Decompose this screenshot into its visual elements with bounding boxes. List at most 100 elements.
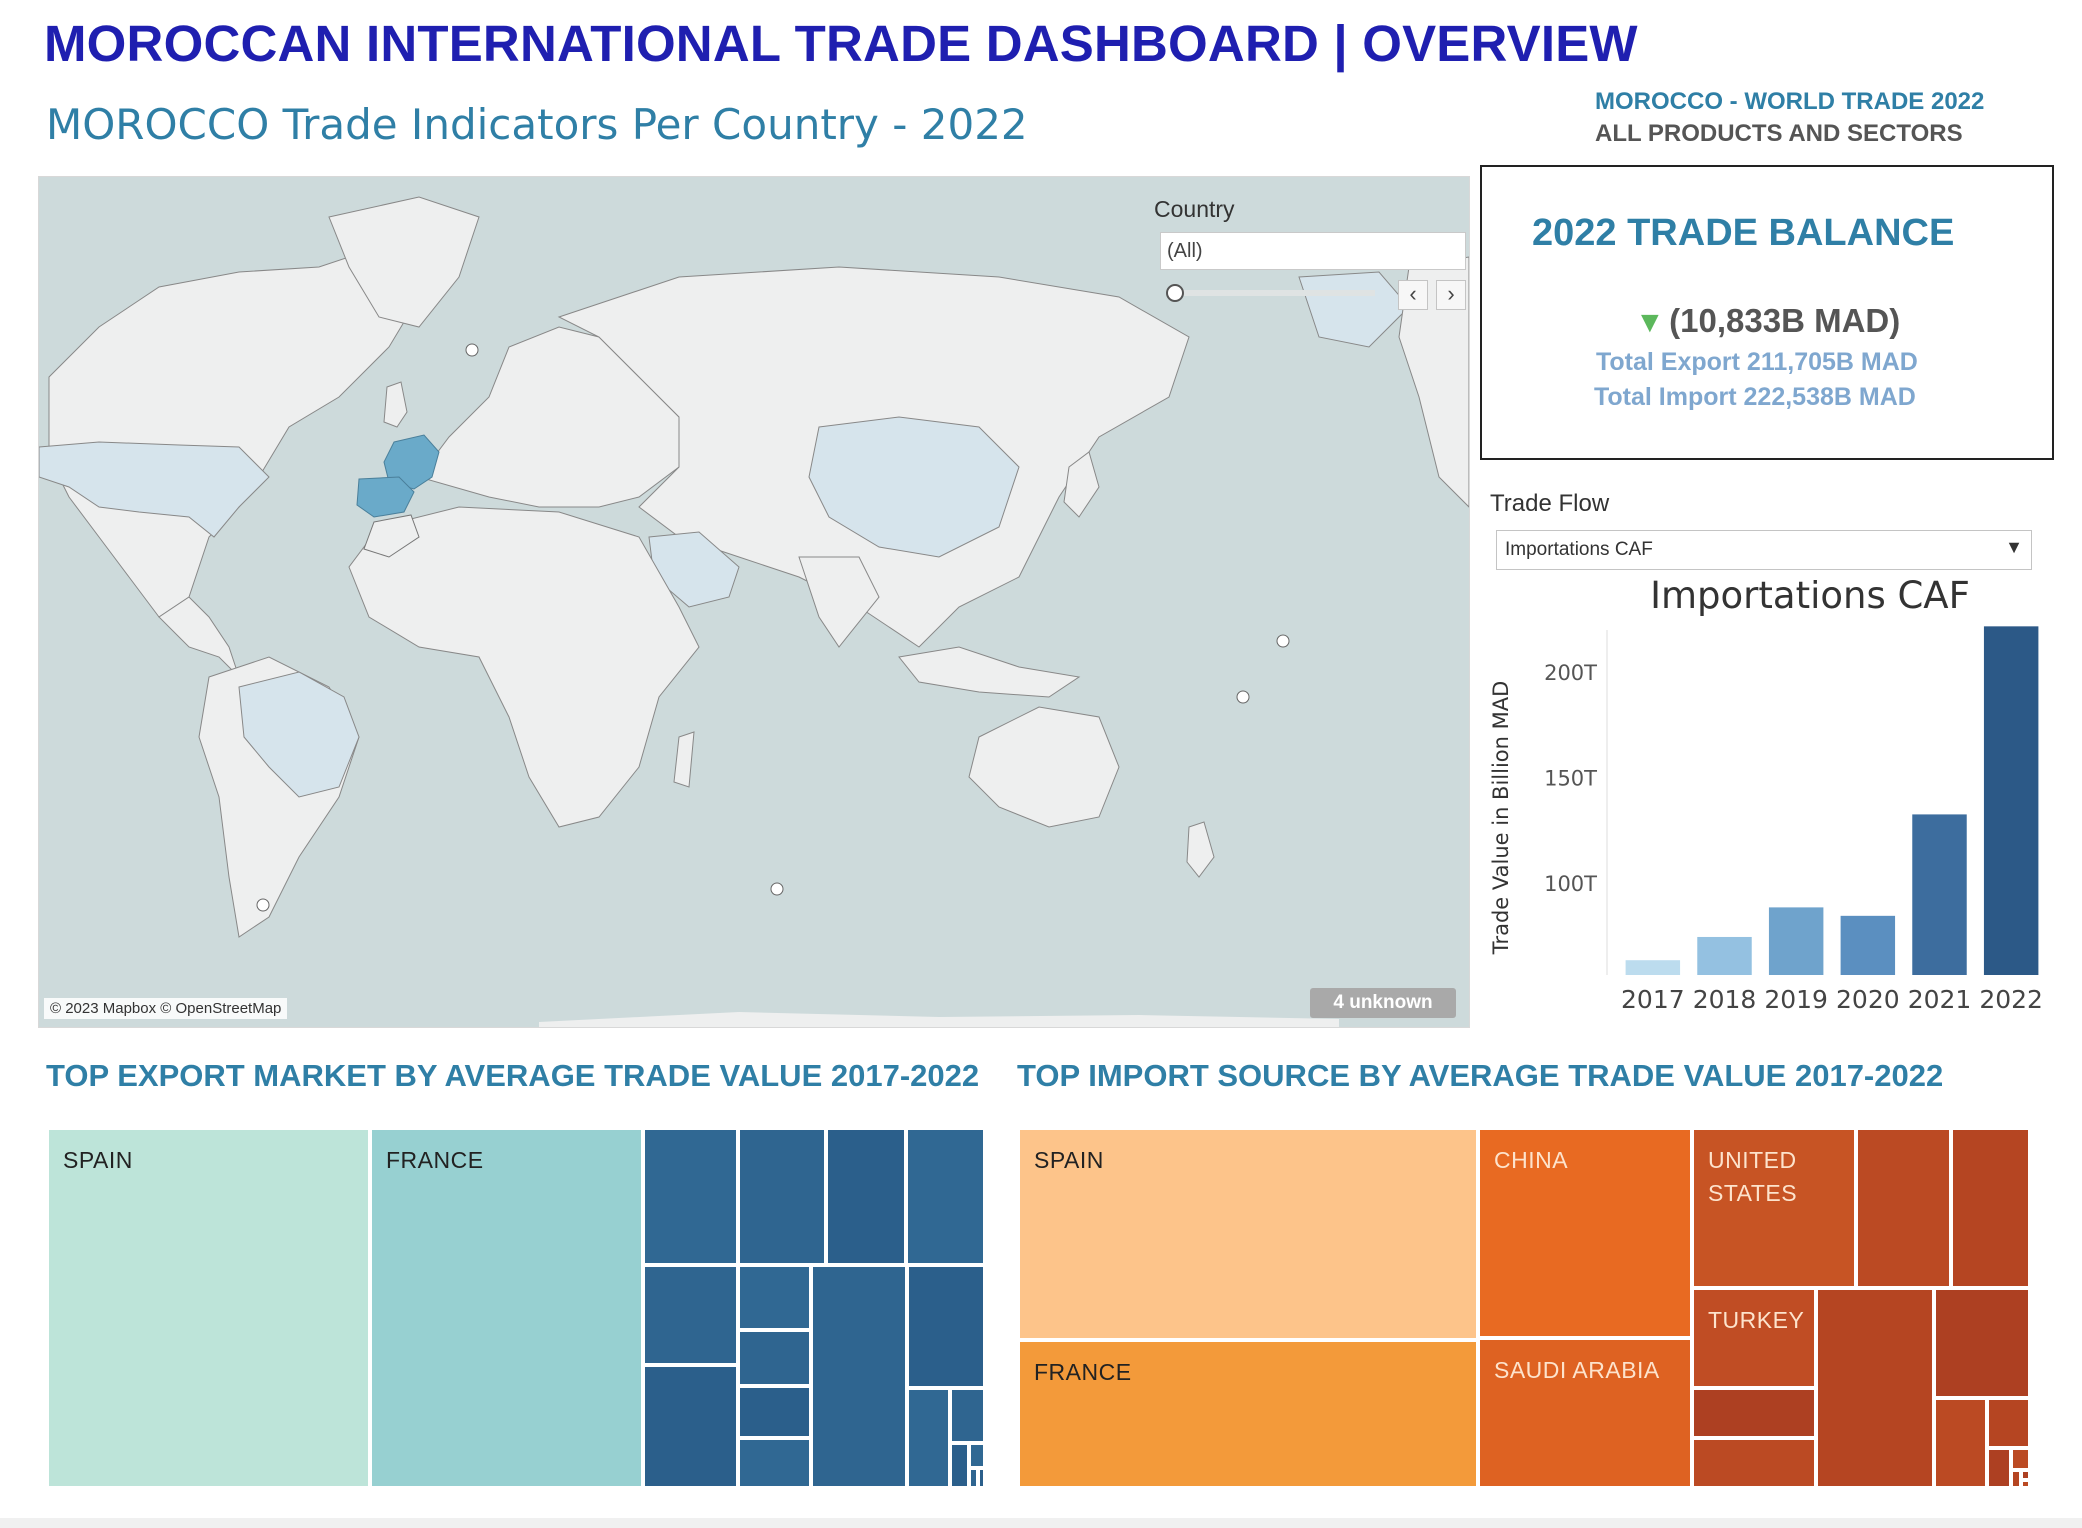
treemap-cell-france[interactable]: FRANCE <box>370 1128 643 1488</box>
treemap-cell[interactable] <box>738 1438 811 1488</box>
india-shape[interactable] <box>798 556 880 648</box>
treemap-cell[interactable] <box>906 1128 985 1265</box>
x-tick-label: 2020 <box>1836 985 1900 1014</box>
antarctica-shape[interactable] <box>539 1012 1339 1027</box>
treemap-cell-spain[interactable]: SPAIN <box>47 1128 370 1488</box>
treemap-cell[interactable] <box>950 1443 969 1488</box>
treemap-cell[interactable] <box>1934 1288 2030 1398</box>
treemap-cell-label: TURKEY <box>1708 1307 1805 1333</box>
treemap-cell[interactable] <box>643 1365 738 1488</box>
island-marker[interactable] <box>1276 634 1290 648</box>
africa-shape[interactable] <box>348 506 700 828</box>
next-country-button[interactable]: › <box>1436 280 1466 310</box>
treemap-cell[interactable] <box>969 1468 978 1488</box>
x-tick-label: 2017 <box>1621 985 1685 1014</box>
world-trade-label: MOROCCO - WORLD TRADE 2022 <box>1595 88 1985 115</box>
treemap-cell[interactable] <box>1951 1128 2030 1288</box>
unknown-count-badge[interactable]: 4 unknown <box>1310 988 1456 1018</box>
island-marker[interactable] <box>465 343 479 357</box>
country-slider-track[interactable] <box>1175 290 1375 296</box>
brazil-shape[interactable] <box>238 671 360 798</box>
morocco-shape[interactable] <box>363 514 420 558</box>
treemap-cell[interactable] <box>2021 1480 2030 1488</box>
indonesia-shape[interactable] <box>898 646 1081 698</box>
treemap-cell[interactable] <box>738 1330 811 1386</box>
y-tick-label: 200T <box>1544 661 1597 685</box>
country-filter-input[interactable]: (All) <box>1160 232 1466 270</box>
bar-2019[interactable] <box>1768 907 1824 975</box>
treemap-cell[interactable] <box>1816 1288 1934 1488</box>
prev-country-button[interactable]: ‹ <box>1398 280 1428 310</box>
treemap-cell[interactable] <box>738 1265 811 1330</box>
uk-shape[interactable] <box>383 381 408 428</box>
chevron-down-icon[interactable]: ▼ <box>2005 537 2023 557</box>
export-treemap: SPAIN FRANCE <box>47 1128 985 1488</box>
bar-2020[interactable] <box>1840 915 1896 975</box>
australia-shape[interactable] <box>968 706 1120 828</box>
treemap-cell-france[interactable]: FRANCE <box>1018 1340 1478 1488</box>
treemap-cell[interactable] <box>969 1443 985 1468</box>
treemap-cell[interactable] <box>1987 1398 2030 1448</box>
treemap-cell[interactable] <box>1934 1398 1987 1488</box>
bar-2018[interactable] <box>1697 936 1752 975</box>
china-shape[interactable] <box>808 416 1020 558</box>
treemap-cell[interactable] <box>1856 1128 1951 1288</box>
alaska-shape[interactable] <box>1298 271 1410 348</box>
greenland-shape[interactable] <box>328 196 480 328</box>
treemap-cell[interactable] <box>1692 1388 1816 1438</box>
treemap-cell-china[interactable]: CHINA <box>1478 1128 1692 1338</box>
usa-shape[interactable] <box>39 441 270 538</box>
treemap-cell-label: CHINA <box>1494 1147 1569 1173</box>
island-marker[interactable] <box>256 898 270 912</box>
treemap-cell[interactable] <box>950 1388 985 1443</box>
bar-2017[interactable] <box>1625 960 1681 975</box>
map-attribution[interactable]: © 2023 Mapbox © OpenStreetMap <box>44 998 288 1019</box>
total-import-value: Total Import 222,538B MAD <box>1594 383 1916 411</box>
treemap-cell[interactable] <box>1987 1448 2011 1488</box>
bar-2022[interactable] <box>1983 626 2039 975</box>
treemap-cell[interactable] <box>811 1265 907 1488</box>
treemap-cell-saudi-arabia[interactable]: SAUDI ARABIA <box>1478 1338 1692 1488</box>
trade-flow-select[interactable]: Importations CAF ▼ <box>1496 530 2032 570</box>
madagascar-shape[interactable] <box>673 731 695 788</box>
treemap-cell[interactable] <box>738 1128 826 1265</box>
island-marker[interactable] <box>1236 690 1250 704</box>
north-america-shape[interactable] <box>48 246 420 618</box>
treemap-cell[interactable] <box>1692 1438 1816 1488</box>
treemap-cell[interactable] <box>2011 1448 2030 1470</box>
treemap-cell[interactable] <box>2011 1470 2021 1488</box>
trade-balance-row: ▼ (10,833B MAD) <box>1635 302 1900 340</box>
france-shape[interactable] <box>383 434 440 490</box>
treemap-cell[interactable] <box>2021 1470 2030 1480</box>
treemap-cell[interactable] <box>643 1128 738 1265</box>
treemap-cell-spain[interactable]: SPAIN <box>1018 1128 1478 1340</box>
bottom-tab-strip[interactable] <box>0 1518 2082 1528</box>
country-slider-thumb[interactable] <box>1166 284 1184 302</box>
country-filter-label: Country <box>1154 196 1235 222</box>
trade-flow-selected-value: Importations CAF <box>1505 539 1653 560</box>
treemap-cell[interactable] <box>643 1265 738 1365</box>
trade-balance-value: (10,833B MAD) <box>1669 302 1901 339</box>
treemap-cell[interactable] <box>738 1386 811 1438</box>
import-bar-chart-svg: Importations CAF Trade Value in Billion M… <box>1489 580 2043 1014</box>
all-products-label: ALL PRODUCTS AND SECTORS <box>1595 120 1963 147</box>
new-zealand-shape[interactable] <box>1186 821 1215 878</box>
down-arrow-icon: ▼ <box>1635 306 1665 339</box>
bar-2021[interactable] <box>1912 814 1967 975</box>
x-tick-label: 2022 <box>1979 985 2043 1014</box>
north-america-east-shape[interactable] <box>1398 256 1469 508</box>
treemap-cell[interactable] <box>978 1468 985 1488</box>
trade-balance-title: 2022 TRADE BALANCE <box>1532 212 1955 254</box>
treemap-cell[interactable] <box>907 1265 985 1388</box>
japan-shape[interactable] <box>1063 451 1100 518</box>
world-map-shapes <box>39 196 1469 1027</box>
treemap-cell-turkey[interactable]: TURKEY <box>1692 1288 1816 1388</box>
treemap-cell-label: FRANCE <box>1034 1359 1132 1385</box>
spain-shape[interactable] <box>356 476 415 518</box>
treemap-cell[interactable] <box>907 1388 950 1488</box>
island-marker[interactable] <box>770 882 784 896</box>
world-map[interactable] <box>38 176 1470 1028</box>
treemap-cell-united-states[interactable]: UNITED STATES <box>1692 1128 1856 1288</box>
central-america-shape[interactable] <box>158 596 240 678</box>
treemap-cell[interactable] <box>826 1128 906 1265</box>
